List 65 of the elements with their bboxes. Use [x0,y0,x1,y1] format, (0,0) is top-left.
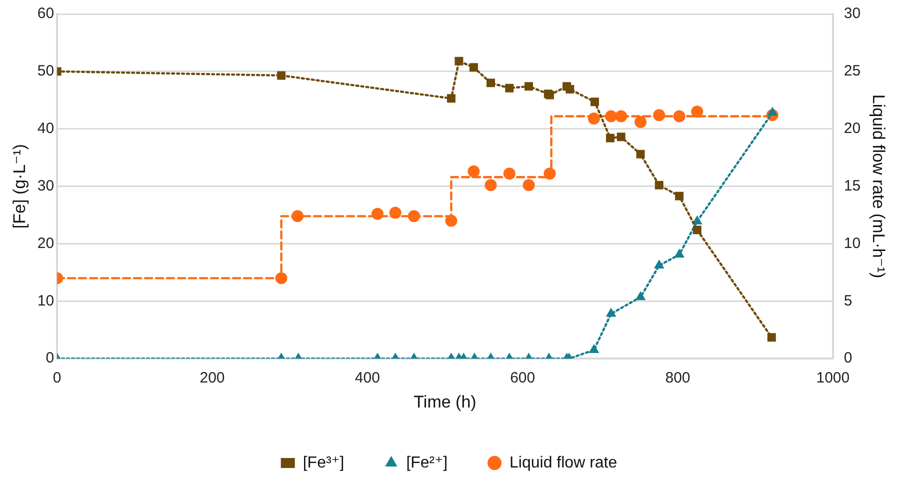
point [454,56,464,66]
x-tick-label: 400 [354,370,380,387]
point [691,106,704,118]
point [588,112,600,125]
point [615,110,628,122]
y-tick-label: 10 [37,292,54,310]
point [469,63,478,72]
point [605,110,618,122]
x-tick-label: 1000 [816,370,850,387]
point [292,210,304,222]
point [692,215,702,224]
point [654,260,664,269]
y-tick-label: 50 [37,62,54,80]
point [277,71,286,80]
point [636,150,645,158]
point [767,106,778,116]
x-axis-title: Time (h) [414,392,476,412]
y2-tick-label: 25 [844,62,861,80]
point [468,165,480,178]
point [484,179,497,192]
point [566,84,574,94]
legend-label: [Fe³⁺] [302,454,344,472]
y-tick-label: 20 [37,234,54,252]
point [486,78,496,88]
point [544,168,556,180]
point [634,116,647,128]
point [446,94,456,103]
legend-label: Liquid flow rate [510,454,618,472]
point [635,291,646,300]
y-tick-label: 40 [37,120,54,138]
x-tick-label: 800 [665,370,690,387]
y2-tick-label: 30 [844,5,861,22]
point [675,192,684,200]
legend-label: [Fe²⁺] [406,454,448,472]
point [372,208,384,220]
y-axis-title: [Fe] (g·L⁻¹) [10,144,29,229]
point [445,214,458,227]
y-tick-label: 0 [46,350,54,367]
y2-axis-title: Liquid flow rate (mL·h⁻¹) [869,94,888,278]
x-tick-label: 600 [510,370,536,387]
point [653,109,666,122]
point [654,180,664,190]
point [606,308,616,317]
point [408,210,420,222]
point [616,132,626,142]
point [590,98,599,106]
point [505,84,514,92]
y2-tick-label: 10 [844,234,861,252]
point [606,134,614,142]
point [674,248,684,258]
y2-tick-label: 5 [844,292,852,310]
y-tick-label: 60 [37,5,54,22]
point [673,110,686,122]
y-tick-label: 30 [37,177,54,194]
point [692,226,702,234]
point [588,344,600,353]
point [524,82,534,91]
point [389,206,402,219]
point [275,272,288,284]
x-tick-label: 200 [200,370,225,387]
y2-tick-label: 0 [844,350,852,367]
y2-tick-label: 15 [844,177,861,194]
y2-tick-label: 20 [844,120,861,138]
point [503,168,516,180]
point [522,179,535,192]
